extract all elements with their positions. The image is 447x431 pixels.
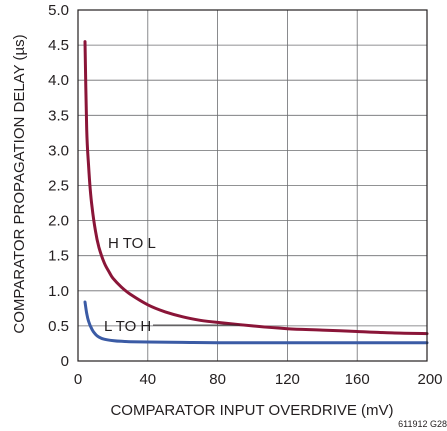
series-line-l-to-h — [83, 300, 429, 345]
y-tick-label: 1.5 — [48, 248, 69, 265]
y-tick-label: 3.0 — [48, 142, 69, 159]
x-axis-title: COMPARATOR INPUT OVERDRIVE (mV) — [110, 402, 393, 419]
y-tick-label: 0 — [61, 353, 69, 370]
x-axis-ticks: 0 40 80 120 160 200 — [74, 371, 443, 388]
grid — [78, 10, 427, 361]
plot-border — [77, 9, 428, 362]
y-tick-label: 4.0 — [48, 72, 69, 89]
x-tick-label: 0 — [74, 371, 82, 388]
y-tick-label: 2.0 — [48, 213, 69, 230]
x-tick-label: 160 — [345, 371, 370, 388]
x-tick-label: 80 — [209, 371, 226, 388]
x-tick-label: 200 — [417, 371, 442, 388]
x-tick-label: 120 — [275, 371, 300, 388]
figure-note: 611912 G28 — [398, 419, 447, 429]
y-tick-label: 4.5 — [48, 37, 69, 54]
y-tick-label: 0.5 — [48, 318, 69, 335]
plot-frame — [77, 9, 428, 362]
curves — [83, 40, 429, 345]
y-tick-label: 1.0 — [48, 283, 69, 300]
y-axis-ticks: 0 0.5 1.0 1.5 2.0 2.5 3.0 3.5 4.0 4.5 5.0 — [48, 2, 69, 370]
series-label-l-to-h: L TO H — [104, 318, 151, 335]
series-line-h-to-l — [83, 40, 429, 336]
y-tick-label: 3.5 — [48, 107, 69, 124]
y-axis-title: COMPARATOR PROPAGATION DELAY (µs) — [11, 34, 28, 333]
y-tick-label: 5.0 — [48, 2, 69, 19]
series-label-h-to-l: H TO L — [108, 235, 156, 252]
y-tick-label: 2.5 — [48, 178, 69, 195]
x-tick-label: 40 — [139, 371, 156, 388]
